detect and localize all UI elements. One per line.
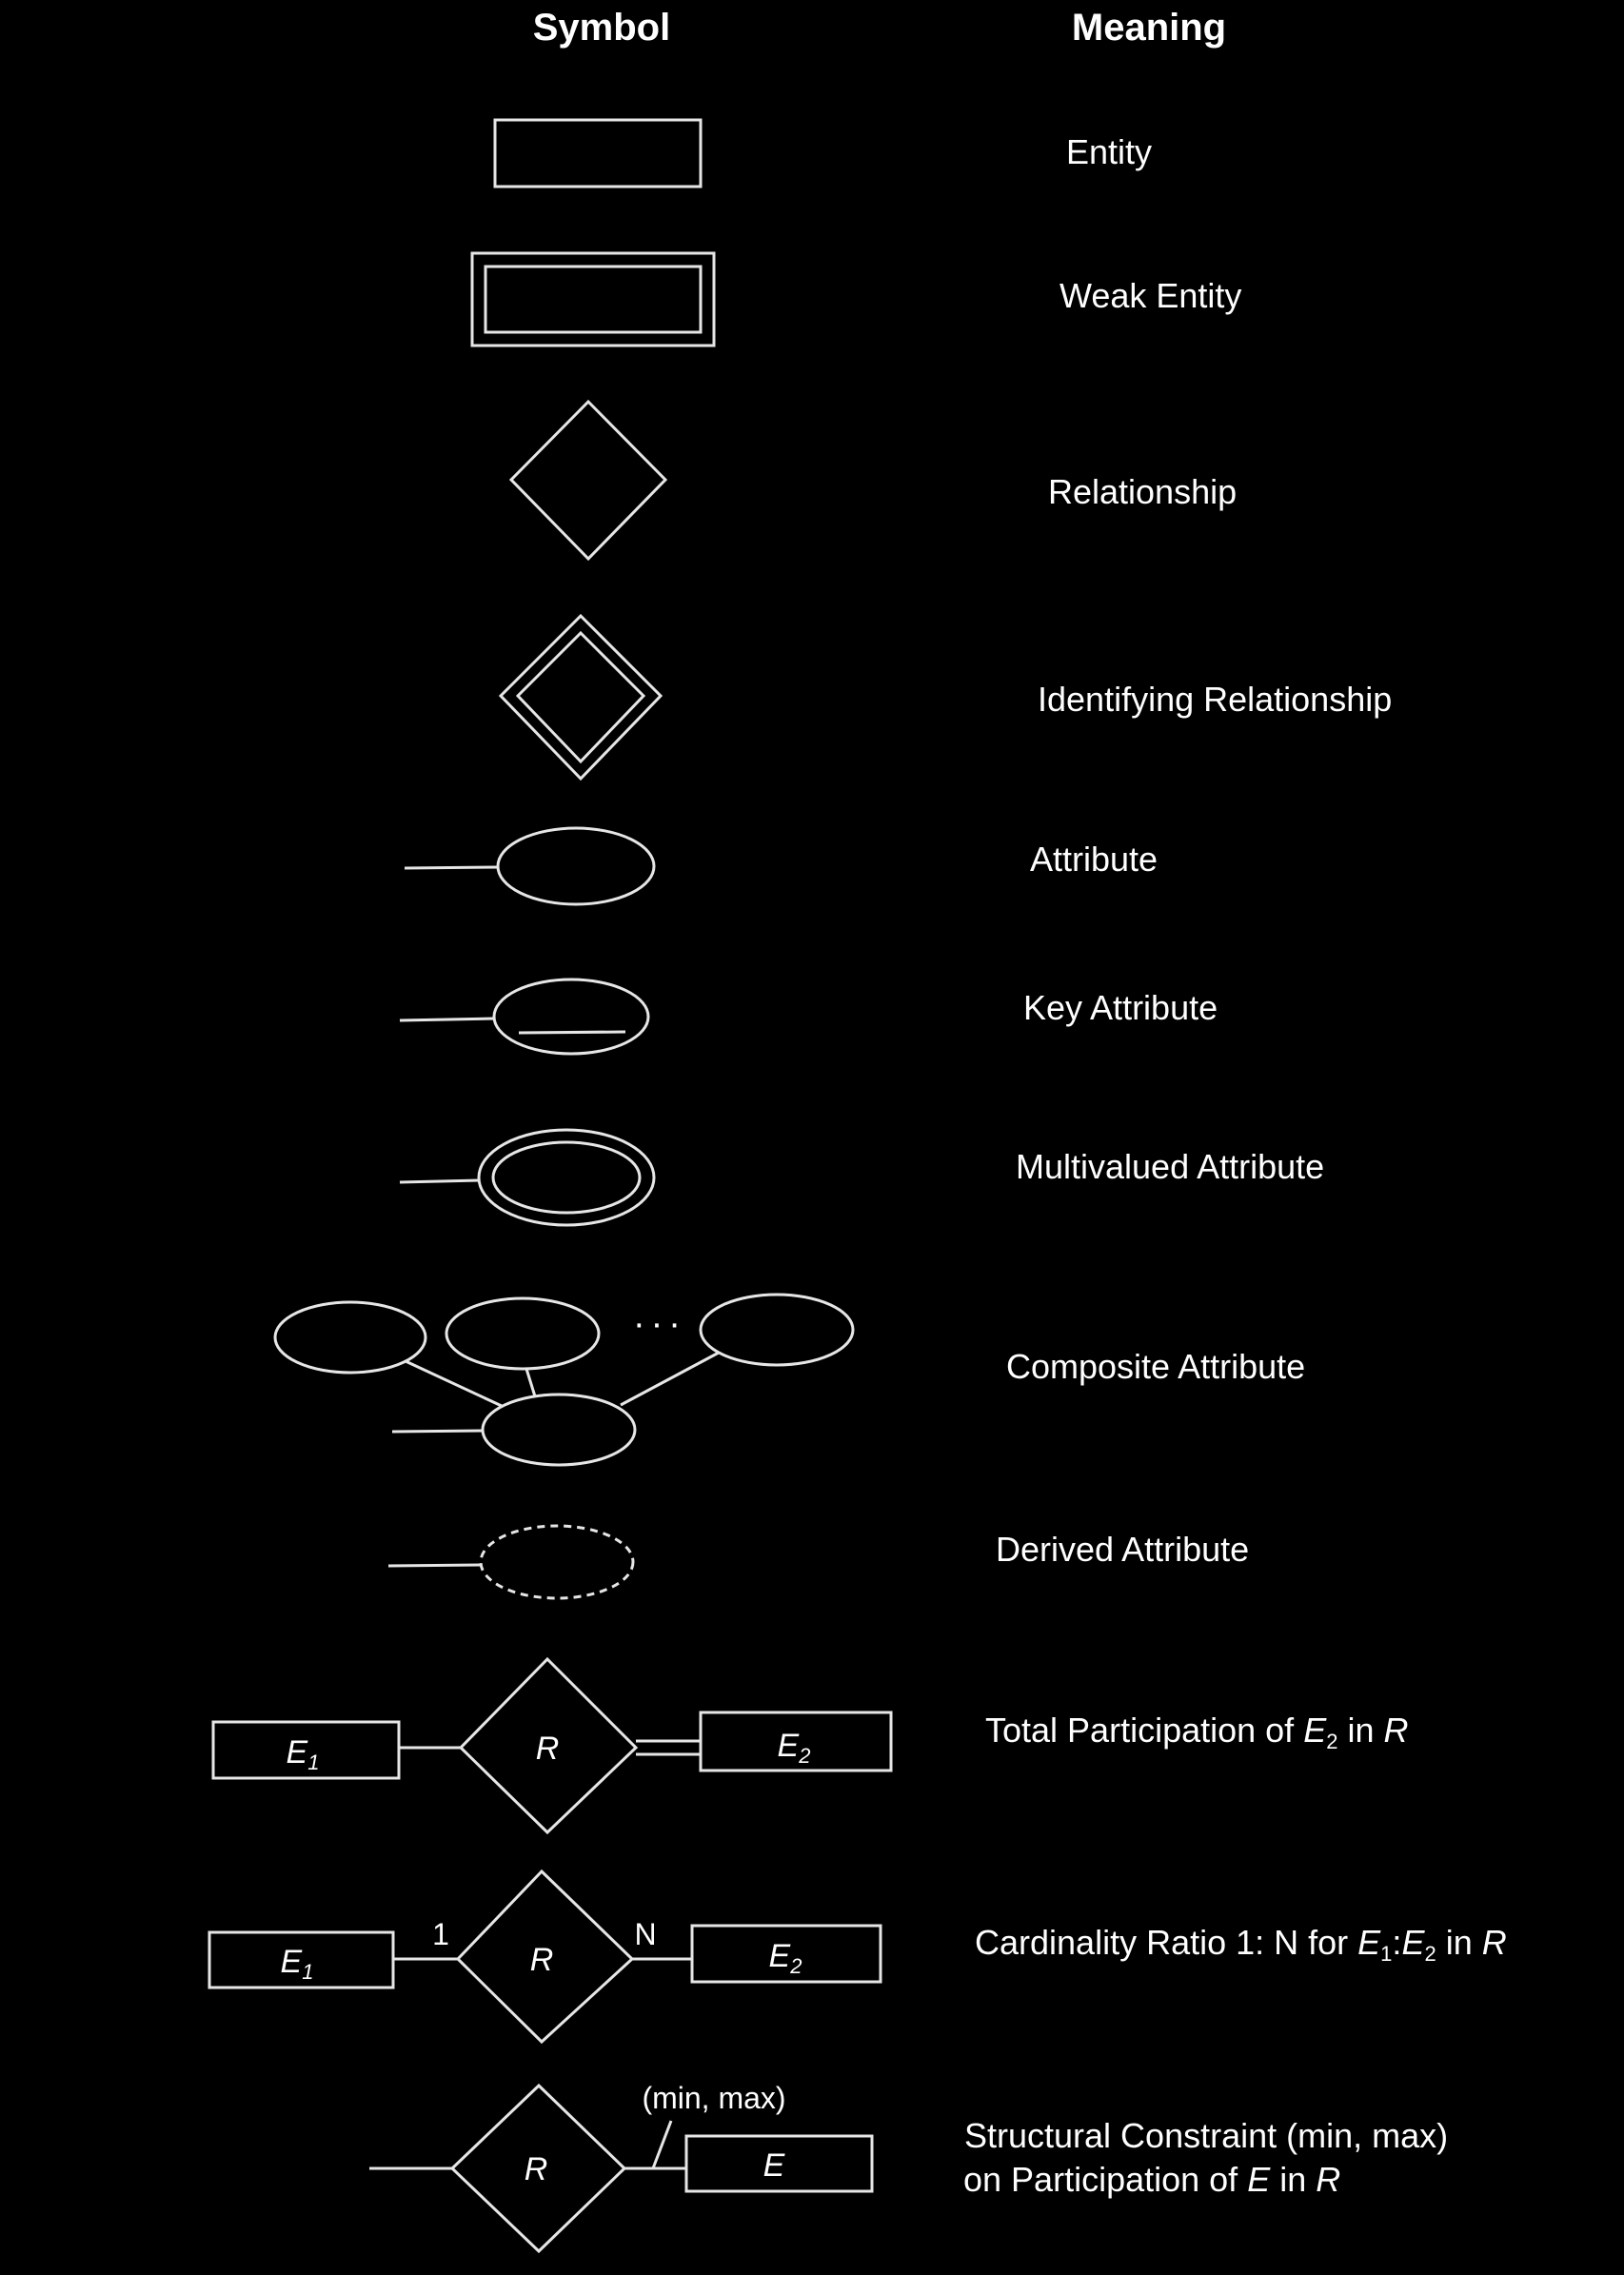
card-r-label: R xyxy=(530,1942,554,1978)
total-participation-meaning: Total Participation of E2 in R xyxy=(985,1711,1408,1753)
tp-e1-label: E1 xyxy=(287,1734,320,1774)
derived-attribute-meaning: Derived Attribute xyxy=(996,1530,1249,1569)
identifying-relationship-symbol xyxy=(498,613,663,781)
card-e2-label: E2 xyxy=(769,1938,802,1978)
attribute-meaning: Attribute xyxy=(1030,840,1158,879)
key-attribute-meaning: Key Attribute xyxy=(1023,988,1218,1027)
multivalued-attribute-meaning: Multivalued Attribute xyxy=(1016,1147,1324,1186)
sc-minmax-label: (min, max) xyxy=(642,2081,785,2115)
weak-entity-meaning: Weak Entity xyxy=(1060,276,1241,315)
composite-attribute-meaning: Composite Attribute xyxy=(1006,1347,1305,1386)
structural-constraint-meaning-line2: on Participation of E in R xyxy=(963,2160,1340,2199)
structural-constraint-symbol: (min, max) R E xyxy=(369,2081,874,2254)
derived-attribute-symbol xyxy=(387,1524,635,1600)
tp-r-label: R xyxy=(536,1731,560,1767)
sc-r-label: R xyxy=(525,2151,548,2187)
cardinality-ratio-meaning: Cardinality Ratio 1: N for E1:E2 in R xyxy=(975,1923,1507,1966)
composite-attribute-symbol: ··· xyxy=(273,1293,855,1467)
card-right-value: N xyxy=(634,1917,656,1951)
entity-symbol xyxy=(493,118,703,188)
key-attribute-symbol xyxy=(399,978,650,1056)
relationship-meaning: Relationship xyxy=(1048,472,1237,511)
cardinality-ratio-symbol: 1 N E1 R E2 xyxy=(208,1869,882,2045)
entity-meaning: Entity xyxy=(1066,132,1152,171)
meaning-header: Meaning xyxy=(1072,7,1226,49)
structural-constraint-meaning-line1: Structural Constraint (min, max) xyxy=(964,2116,1448,2155)
symbol-header: Symbol xyxy=(533,7,670,49)
multivalued-attribute-symbol xyxy=(399,1128,656,1227)
attribute-symbol xyxy=(404,826,656,906)
composite-ellipsis: ··· xyxy=(633,1304,686,1344)
card-e1-label: E1 xyxy=(281,1944,314,1984)
total-participation-symbol: E1 R E2 xyxy=(211,1656,893,1835)
tp-e2-label: E2 xyxy=(778,1728,811,1768)
card-left-value: 1 xyxy=(432,1917,449,1951)
weak-entity-symbol xyxy=(470,251,716,347)
identifying-relationship-meaning: Identifying Relationship xyxy=(1038,680,1392,719)
relationship-symbol xyxy=(508,399,668,562)
sc-e-label: E xyxy=(763,2147,785,2184)
